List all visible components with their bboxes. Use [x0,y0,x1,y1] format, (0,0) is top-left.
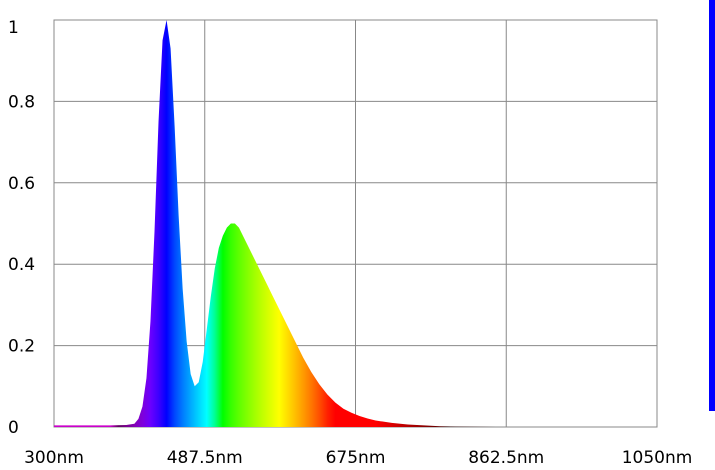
x-tick-label: 300nm [24,448,84,468]
grid [54,20,657,427]
y-tick-label: 1 [8,18,19,38]
y-tick-label: 0.4 [8,255,35,275]
x-tick-label: 862.5nm [468,448,544,468]
y-tick-label: 0.8 [8,92,35,112]
y-tick-label: 0 [8,418,19,438]
right-edge-bar [709,0,715,411]
x-axis-ticks: 300nm 487.5nm 675nm 862.5nm 1050nm [24,448,692,468]
x-tick-label: 1050nm [622,448,693,468]
series-layer [54,20,657,427]
x-tick-label: 487.5nm [167,448,243,468]
y-tick-label: 0.6 [8,174,35,194]
x-tick-label: 675nm [326,448,386,468]
y-tick-label: 0.2 [8,337,35,357]
y-axis-ticks: 0 0.2 0.4 0.6 0.8 1 [8,18,35,438]
spectrum-area-series-0 [54,20,657,427]
